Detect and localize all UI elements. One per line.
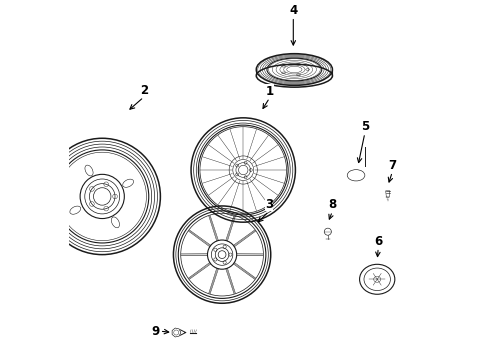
Text: 5: 5 [361, 120, 369, 133]
Text: 6: 6 [374, 235, 382, 248]
Text: 7: 7 [388, 159, 396, 172]
Text: 2: 2 [140, 84, 148, 97]
Text: 1: 1 [266, 85, 274, 98]
Text: 9: 9 [151, 325, 159, 338]
Text: 8: 8 [328, 198, 337, 211]
Text: 4: 4 [289, 4, 297, 17]
Text: 3: 3 [265, 198, 273, 211]
